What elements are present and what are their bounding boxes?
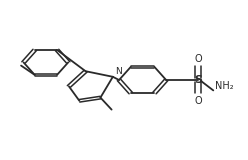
- Text: O: O: [195, 96, 202, 106]
- Text: NH₂: NH₂: [215, 81, 233, 91]
- Text: O: O: [195, 54, 202, 64]
- Text: N: N: [115, 67, 122, 76]
- Text: S: S: [194, 75, 202, 85]
